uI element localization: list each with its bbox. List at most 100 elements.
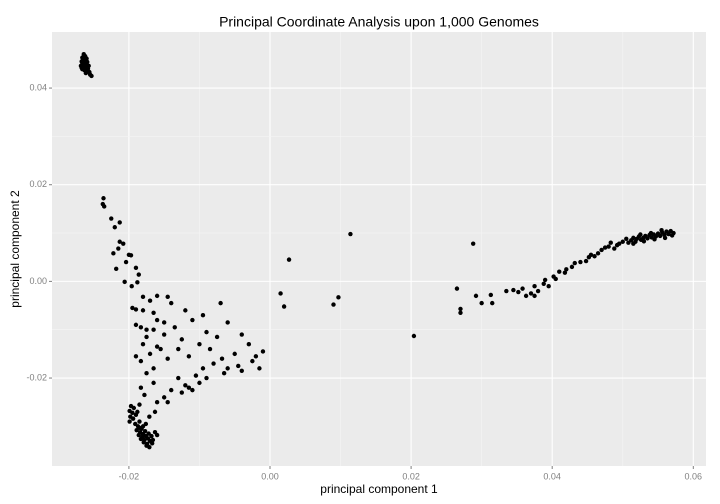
point xyxy=(236,363,241,369)
point xyxy=(200,366,206,371)
point xyxy=(140,308,146,313)
point xyxy=(123,259,129,265)
point xyxy=(154,344,160,349)
point xyxy=(239,332,244,337)
point xyxy=(232,351,237,357)
point xyxy=(165,294,170,300)
x-tick-label: -0.02 xyxy=(119,471,140,481)
point xyxy=(147,444,152,450)
point xyxy=(138,385,144,390)
point xyxy=(612,246,617,251)
point xyxy=(147,351,153,357)
point xyxy=(140,342,146,347)
point xyxy=(121,241,126,246)
point xyxy=(479,300,484,306)
point xyxy=(128,253,134,258)
point xyxy=(147,414,152,419)
point xyxy=(614,242,620,248)
point xyxy=(562,270,568,275)
point xyxy=(595,251,601,256)
point xyxy=(662,235,668,241)
point xyxy=(127,419,132,424)
point xyxy=(135,280,140,285)
point xyxy=(133,354,139,359)
point xyxy=(154,432,160,438)
point xyxy=(602,245,608,250)
point xyxy=(109,216,114,221)
point xyxy=(221,371,227,376)
point xyxy=(154,400,160,405)
point xyxy=(528,291,534,296)
point xyxy=(186,385,192,390)
point xyxy=(624,236,629,242)
point xyxy=(161,332,167,337)
point xyxy=(671,230,676,236)
point xyxy=(154,293,160,299)
point xyxy=(523,293,529,299)
point xyxy=(504,288,509,294)
y-axis-title: principal component 2 xyxy=(8,190,22,308)
point xyxy=(207,346,213,352)
point xyxy=(569,264,575,270)
grid xyxy=(52,32,706,466)
point xyxy=(137,402,142,407)
point xyxy=(179,390,185,395)
point xyxy=(102,204,107,209)
point xyxy=(541,281,546,286)
point xyxy=(135,409,140,415)
point xyxy=(130,410,135,416)
point xyxy=(154,317,160,323)
point xyxy=(138,325,144,330)
point xyxy=(158,346,163,352)
point xyxy=(214,334,220,340)
point xyxy=(336,295,341,300)
point xyxy=(411,333,417,339)
x-tick-label: 0.02 xyxy=(402,471,420,481)
point xyxy=(470,241,476,246)
point xyxy=(204,329,209,335)
point xyxy=(638,232,643,237)
point xyxy=(131,405,137,411)
point xyxy=(151,327,156,332)
point xyxy=(578,259,583,265)
y-tick-label: 0.04 xyxy=(29,82,47,92)
x-axis-title: principal component 1 xyxy=(320,482,438,496)
point xyxy=(239,368,244,373)
point xyxy=(129,284,134,289)
point xyxy=(116,246,121,251)
point xyxy=(150,437,156,443)
point xyxy=(542,277,548,283)
point xyxy=(161,395,167,400)
point xyxy=(165,356,170,361)
x-tick-label: 0.06 xyxy=(685,471,703,481)
point xyxy=(454,286,460,291)
point xyxy=(144,334,149,340)
point xyxy=(190,387,195,393)
point xyxy=(183,383,188,388)
point xyxy=(250,358,255,364)
point xyxy=(130,416,136,421)
point xyxy=(246,342,252,347)
point xyxy=(142,392,147,398)
point xyxy=(138,358,144,364)
point xyxy=(211,361,216,366)
point xyxy=(117,239,122,244)
point xyxy=(136,272,141,277)
point xyxy=(151,366,156,371)
point xyxy=(147,298,153,303)
point xyxy=(488,292,494,298)
point xyxy=(546,284,551,289)
point xyxy=(599,247,604,253)
point xyxy=(133,265,139,271)
point xyxy=(137,419,142,424)
point xyxy=(138,436,144,442)
point xyxy=(179,337,185,342)
point xyxy=(608,240,613,245)
point xyxy=(169,387,174,393)
point xyxy=(83,70,89,76)
point xyxy=(183,308,188,313)
point xyxy=(218,300,223,306)
point xyxy=(193,373,199,378)
point xyxy=(144,327,149,332)
point xyxy=(645,236,650,241)
